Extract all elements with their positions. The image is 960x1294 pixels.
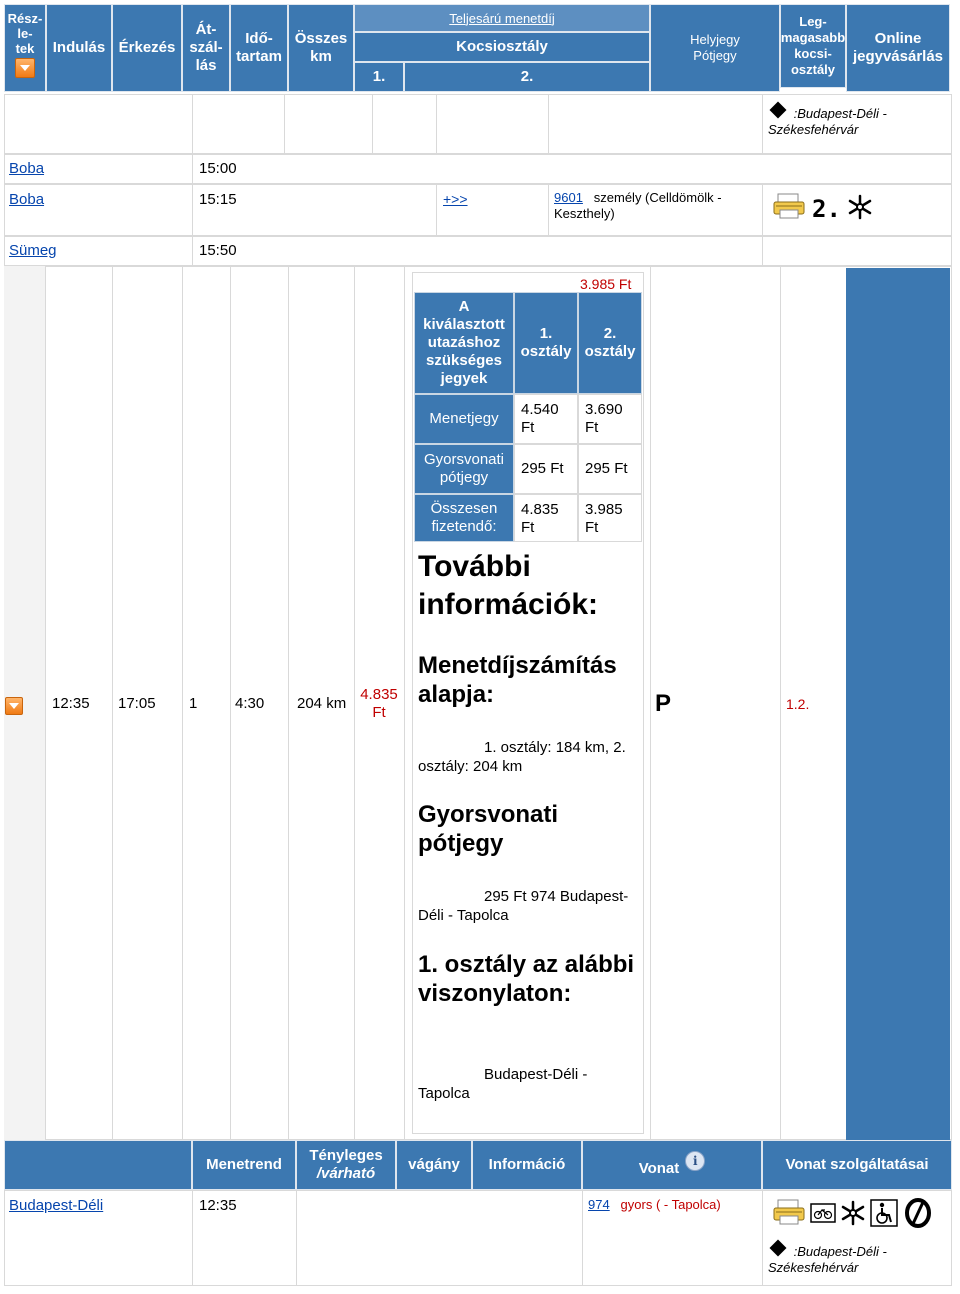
bottom-header-blank [4,1140,192,1190]
stop-row-3 [4,236,952,266]
ticket-row-v1-3: 4.835 Ft [514,494,578,542]
printer-icon [772,192,806,225]
header-total-km: Összes km [288,4,354,92]
stop-station-1[interactable]: Boba [9,160,45,177]
train-desc-top: személy (Celldömölk - Keszthely) [554,190,722,221]
trip-km: 204 km [297,695,347,712]
train-info-top: 9601 személy (Celldömölk - Keszthely) [554,190,754,222]
bottom-header-actual-label: Tényleges [309,1147,383,1164]
header-total-km-label: Összes km [294,30,348,65]
header-seat-label: Helyjegy Pótjegy [690,32,740,63]
services-bottom [772,1198,934,1231]
trip-arr: 17:05 [118,695,156,712]
header-class2: 2. [404,62,650,92]
bottom-header-platform: vágány [396,1140,472,1190]
bottom-train-number[interactable]: 974 [588,1197,610,1212]
first-text: Budapest-Déli - Tapolca [418,1066,588,1102]
info-icon[interactable]: i [685,1151,706,1171]
snowflake-icon [847,194,873,223]
header-fullprice-label[interactable]: Teljesárú menetdíj [449,10,555,26]
stop-station-2[interactable]: Boba [9,191,45,208]
trip-seat: P [655,690,672,717]
stop-row-1 [4,154,952,184]
route-marker-bottom: :Budapest-Déli - Székesfehérvár [768,1238,948,1275]
header-seat: Helyjegy Pótjegy [650,4,780,92]
ticket-row-v2-2: 295 Ft [578,444,642,494]
header-departure[interactable]: Indulás [46,4,112,92]
header-details: Rész- le- tek [4,4,46,92]
ticket-row-label-1: Menetjegy [414,394,514,444]
header-transfers: Át- szál- lás [182,4,230,92]
wheelchair-icon [870,1199,898,1230]
bottom-header-expected-label: /várható [316,1165,376,1182]
bottom-header-schedule: Menetrend [192,1140,296,1190]
tickets-head: A kiválasztott utazáshoz szükséges jegye… [414,292,514,394]
info-title: További információk: [418,550,599,621]
diamond-icon [769,101,787,119]
stop-time-3: 15:50 [199,242,237,259]
detail-blank-row [4,94,952,154]
snowflake-icon-bottom [840,1200,866,1229]
trip-dep: 12:35 [52,695,90,712]
header-arrival[interactable]: Érkezés [112,4,182,92]
header-duration-label: Idő- tartam [236,30,282,65]
reservation-icon [902,1198,934,1231]
header-highest-class: Leg- magasabb kocsi- osztály [780,4,846,88]
supp-title: Gyorsvonati pótjegy [418,801,559,857]
ticket-row-v1-1: 4.540 Ft [514,394,578,444]
top-price: 3.985 Ft [580,276,632,292]
bottom-train-desc: gyors ( - Tapolca) [620,1197,721,1212]
header-duration: Idő- tartam [230,4,288,92]
basis-title: Menetdíjszámítás alapja: [418,652,617,708]
header-class1: 1. [354,62,404,92]
header-fullprice[interactable]: Teljesárú menetdíj [354,4,650,32]
expand-all-icon[interactable] [15,58,35,78]
bottom-train-info: 974 gyors ( - Tapolca) [588,1197,721,1212]
ticket-row-label-3: Összesen fizetendő: [414,494,514,542]
supp-text: 295 Ft 974 Budapest-Déli - Tapolca [418,888,629,924]
route-marker-bottom-text: :Budapest-Déli - Székesfehérvár [768,1244,887,1275]
stop-station-3[interactable]: Sümeg [9,242,57,259]
diamond-icon-bottom [769,1239,787,1257]
printer-icon-bottom [772,1198,806,1231]
ticket-row-v2-1: 3.690 Ft [578,394,642,444]
bottom-header-train: Vonat i [582,1140,762,1190]
ticket-row-v2-3: 3.985 Ft [578,494,642,542]
bicycle-icon [810,1201,836,1228]
more-link[interactable]: +>> [443,191,468,207]
bottom-time: 12:35 [199,1197,237,1214]
bottom-header-actual: Tényleges /várható [296,1140,396,1190]
online-purchase-column[interactable] [846,268,950,1140]
header-details-label: Rész- le- tek [7,11,43,56]
trip-transfers: 1 [189,695,198,712]
basis-text: 1. osztály: 184 km, 2. osztály: 204 km [418,739,626,775]
tickets-col1: 1. osztály [514,292,578,394]
trip-highest-class: 1.2. [786,696,810,712]
header-transfers-label: Át- szál- lás [189,21,223,74]
bottom-header-services: Vonat szolgáltatásai [762,1140,952,1190]
services-top: 2. [772,192,873,225]
header-online: Online jegyvásárlás [846,4,950,92]
bottom-station[interactable]: Budapest-Déli [9,1197,104,1214]
class-2-badge: 2. [812,194,841,223]
collapse-details-icon[interactable] [5,697,23,715]
ticket-row-v1-2: 295 Ft [514,444,578,494]
trip-price: 4.835 Ft [360,686,398,721]
stop-time-1: 15:00 [199,160,237,177]
stop-time-2: 15:15 [199,191,237,208]
route-marker-top-text: :Budapest-Déli - Székesfehérvár [768,106,887,137]
header-highest-class-label: Leg- magasabb kocsi- osztály [780,14,846,77]
ticket-row-label-2: Gyorsvonati pótjegy [414,444,514,494]
route-marker-top: :Budapest-Déli - Székesfehérvár [768,100,948,137]
tickets-col2: 2. osztály [578,292,642,394]
header-online-label: Online jegyvásárlás [852,30,944,65]
header-class: Kocsiosztály [354,32,650,62]
first-title: 1. osztály az alábbi viszonylaton: [418,951,635,1007]
bottom-header-information: Információ [472,1140,582,1190]
train-number-top[interactable]: 9601 [554,190,583,205]
bottom-header-train-label: Vonat [638,1160,680,1177]
trip-duration: 4:30 [235,695,265,712]
